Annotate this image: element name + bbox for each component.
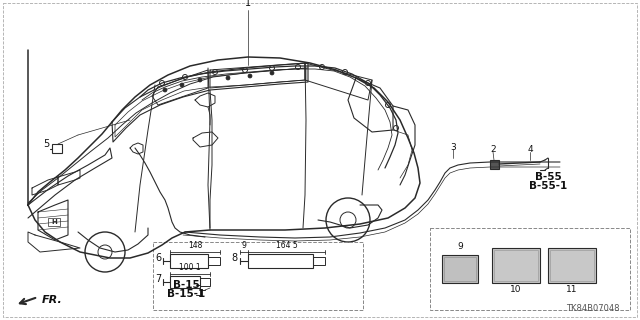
Circle shape: [198, 78, 202, 82]
Text: 10: 10: [510, 285, 522, 294]
Bar: [313, 257, 325, 265]
Circle shape: [212, 69, 218, 75]
Bar: [550, 250, 594, 281]
Circle shape: [296, 65, 301, 69]
Text: 8: 8: [231, 253, 237, 263]
Text: B-55-1: B-55-1: [529, 181, 567, 191]
Text: 100 1: 100 1: [179, 263, 201, 272]
Bar: [442, 255, 478, 283]
Text: 148: 148: [188, 241, 202, 250]
Bar: [200, 278, 210, 286]
Bar: [248, 254, 313, 268]
Circle shape: [182, 75, 188, 79]
Bar: [52, 144, 62, 153]
Circle shape: [180, 83, 184, 87]
Text: TK84B07048: TK84B07048: [566, 304, 620, 313]
Text: 7: 7: [155, 274, 161, 284]
Circle shape: [342, 69, 348, 75]
Text: 164 5: 164 5: [276, 241, 298, 250]
Bar: [548, 248, 596, 283]
Bar: [153, 242, 363, 310]
Text: 9: 9: [457, 242, 463, 251]
Circle shape: [269, 66, 275, 70]
Circle shape: [319, 65, 324, 69]
Circle shape: [248, 74, 252, 78]
Text: 5: 5: [43, 139, 49, 149]
Bar: [170, 276, 200, 288]
Text: B-55: B-55: [534, 172, 561, 182]
Text: 4: 4: [527, 146, 533, 155]
Bar: [492, 248, 540, 283]
Circle shape: [163, 88, 167, 92]
Circle shape: [243, 68, 248, 73]
Text: H: H: [51, 219, 57, 225]
Bar: [48, 218, 60, 226]
Text: 2: 2: [490, 146, 496, 155]
Circle shape: [394, 125, 399, 131]
Bar: [170, 254, 208, 268]
Circle shape: [270, 71, 274, 75]
Circle shape: [385, 102, 390, 108]
Bar: [444, 257, 476, 281]
Bar: [208, 257, 220, 265]
Text: 9: 9: [241, 241, 246, 250]
Circle shape: [365, 81, 371, 85]
Bar: [430, 228, 630, 310]
Text: B-15: B-15: [173, 280, 200, 290]
Text: B-15-1: B-15-1: [167, 289, 205, 299]
Bar: [490, 160, 499, 169]
Text: FR.: FR.: [42, 295, 63, 305]
Circle shape: [159, 81, 164, 85]
Bar: [494, 250, 538, 281]
Text: 3: 3: [450, 142, 456, 151]
Text: 1: 1: [245, 0, 251, 8]
Circle shape: [226, 76, 230, 80]
Text: 11: 11: [566, 285, 578, 294]
Text: 6: 6: [155, 253, 161, 263]
